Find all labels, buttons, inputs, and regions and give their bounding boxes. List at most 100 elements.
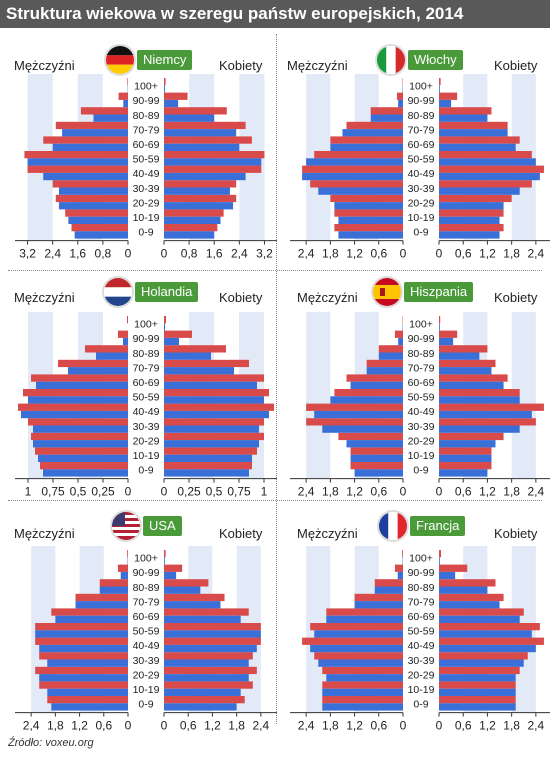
bar-women-red (439, 681, 516, 689)
age-group-label: 20-29 (133, 435, 160, 447)
bar-men-red (51, 608, 129, 616)
bar-men-blue (338, 231, 403, 239)
men-label: Mężczyźni (14, 526, 75, 541)
bar-men-blue (322, 425, 403, 433)
bar-women-red (439, 345, 488, 353)
x-tick-label: 0 (161, 247, 168, 261)
pyramid-panel-usa: USA Mężczyźni Kobiety 0-9 10-19 20-29 30-39… (0, 506, 277, 738)
pyramid-panel-hiszpania: Hiszpania Mężczyźni Kobiety 0-9 10-19 20-2… (275, 272, 550, 504)
x-tick-label: 3,2 (19, 247, 36, 261)
age-group-label: 90-99 (408, 95, 435, 107)
x-tick-label: 0 (436, 247, 443, 261)
bar-women-blue (164, 216, 221, 224)
age-group-label: 70-79 (133, 596, 160, 608)
bar-men-blue (346, 440, 403, 448)
age-group-label: 60-69 (408, 377, 435, 389)
country-tag-usa: USA (143, 516, 182, 536)
bar-women-red (439, 564, 468, 572)
bar-men-blue (342, 129, 403, 137)
age-group-label: 80-89 (408, 110, 435, 122)
bar-women-red (439, 608, 524, 616)
x-tick-label: 1,2 (346, 485, 363, 499)
bar-women-blue (439, 440, 496, 448)
bar-women-blue (439, 158, 536, 166)
bar-men-blue (68, 216, 128, 224)
bar-men-blue (318, 187, 403, 195)
bar-women-blue (439, 630, 532, 638)
bar-men-blue (302, 172, 403, 181)
bar-men-blue (93, 114, 128, 122)
bar-men-blue (123, 99, 128, 108)
age-group-label: 100+ (409, 81, 433, 93)
age-group-label: 0-9 (138, 227, 153, 239)
bar-women-blue (439, 114, 488, 122)
bar-men-red (24, 151, 129, 159)
bar-men-blue (74, 231, 128, 239)
bar-men-blue (322, 688, 403, 696)
x-tick-label: 0,6 (455, 485, 472, 499)
age-group-label: 100+ (409, 553, 433, 565)
x-tick-label: 1 (25, 485, 32, 499)
age-group-label: 90-99 (133, 567, 160, 579)
bar-men-red (39, 652, 128, 660)
flag-france-icon (377, 510, 409, 542)
bar-men-red (85, 345, 128, 353)
bar-men-red (118, 330, 128, 338)
age-group-label: 30-39 (408, 655, 435, 667)
flag-germany-icon (104, 44, 136, 76)
bar-women-red (164, 180, 237, 188)
bar-men-red (322, 681, 403, 689)
age-group-label: 10-19 (408, 450, 435, 462)
bar-men-red (350, 462, 403, 470)
bar-men-red (40, 462, 128, 470)
bar-men-red (346, 374, 403, 382)
country-tag-francja: Francja (410, 516, 466, 536)
bar-men-blue (28, 396, 128, 404)
bar-men-red (402, 550, 403, 558)
pyramid-panel-niemcy: Niemcy Mężczyźni Kobiety 0-9 10-19 20-29 30… (0, 34, 277, 266)
x-tick-label: 1,8 (503, 485, 520, 499)
bar-men-red (306, 418, 403, 426)
bar-women-blue (439, 202, 504, 210)
bar-women-blue (439, 410, 532, 419)
age-group-label: 70-79 (133, 362, 160, 374)
x-tick-label: 2,4 (231, 247, 248, 261)
bar-women-red (164, 107, 227, 115)
bar-men-red (58, 359, 128, 368)
bar-men-red (394, 330, 403, 338)
bar-women-red (164, 136, 252, 144)
bar-women-red (164, 608, 249, 616)
bar-men-blue (318, 659, 403, 667)
x-tick-label: 2,4 (528, 719, 545, 733)
x-tick-label: 0 (436, 485, 443, 499)
bar-women-red (439, 652, 528, 660)
bar-men-red (330, 136, 403, 144)
bar-men-red (378, 345, 403, 353)
bar-women-blue (439, 396, 520, 404)
age-group-label: 90-99 (408, 567, 435, 579)
bar-men-red (127, 316, 128, 324)
age-group-label: 50-59 (408, 626, 435, 638)
bar-women-red (164, 681, 253, 689)
bar-women-red (164, 652, 253, 660)
bar-men-blue (51, 703, 129, 711)
bar-men-red (322, 696, 403, 704)
bar-men-red (366, 359, 403, 368)
x-tick-label: 1,2 (346, 719, 363, 733)
age-group-label: 30-39 (408, 183, 435, 195)
bar-women-red (439, 593, 504, 602)
x-tick-label: 0,5 (206, 485, 223, 499)
age-group-label: 10-19 (133, 450, 160, 462)
bar-men-red (71, 224, 128, 232)
bar-men-red (338, 432, 403, 441)
bar-women-red (164, 593, 225, 602)
age-group-label: 0-9 (138, 699, 153, 711)
men-label: Mężczyźni (14, 58, 75, 73)
bar-men-red (127, 550, 128, 558)
bar-men-red (302, 165, 403, 173)
pyramid-chart-francja: 0-9 10-19 20-29 30-39 40-49 50-59 60-69 70-79 80… (290, 546, 550, 733)
x-tick-label: 1,2 (479, 719, 496, 733)
x-tick-label: 0,6 (370, 485, 387, 499)
age-group-label: 10-19 (133, 684, 160, 696)
age-group-label: 60-69 (408, 611, 435, 623)
